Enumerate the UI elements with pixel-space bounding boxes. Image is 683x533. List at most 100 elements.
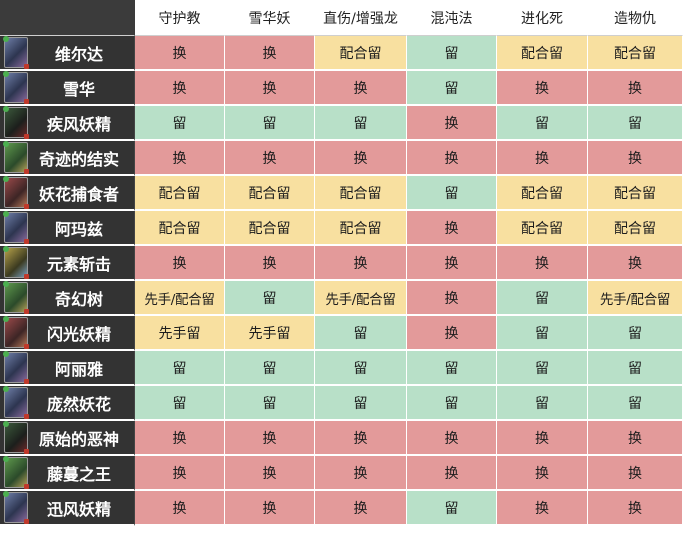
rarity-tag-icon: [24, 204, 29, 209]
rarity-tag-icon: [24, 99, 29, 104]
decision-cell: 留: [407, 351, 497, 386]
decision-cell: 留: [497, 281, 588, 316]
card-art-icon: [3, 281, 29, 314]
decision-cell: 换: [588, 421, 683, 456]
rarity-tag-icon: [24, 449, 29, 454]
card-name: 雪华: [62, 79, 95, 99]
decision-cell: 换: [315, 141, 407, 176]
table-row: 妖花捕食者 配合留 配合留 配合留留配合留 配合留: [0, 176, 683, 211]
decision-cell: 换: [135, 36, 225, 71]
card-name: 奇幻树: [54, 289, 103, 309]
decision-cell: 留: [315, 351, 407, 386]
card-cell: 庞然妖花: [0, 386, 135, 421]
card-name: 庞然妖花: [46, 394, 111, 414]
card-name: 奇迹的结实: [38, 149, 119, 169]
decision-cell: 换: [588, 71, 683, 106]
column-header: 混沌法: [407, 0, 497, 36]
table-row: 维尔达换换配合留留配合留 配合留: [0, 36, 683, 71]
card-cell: 迅风妖精: [0, 491, 135, 526]
rarity-tag-icon: [24, 134, 29, 139]
decision-cell: 换: [407, 316, 497, 351]
table-row: 雪华换换换留换换: [0, 71, 683, 106]
decision-cell: 换: [225, 246, 315, 281]
decision-cell: 配合留: [225, 211, 315, 246]
decision-cell: 换: [315, 421, 407, 456]
card-art-icon: [3, 106, 29, 139]
decision-cell: 配合留: [315, 176, 407, 211]
decision-cell: 留: [315, 316, 407, 351]
decision-cell: 换: [225, 421, 315, 456]
rarity-tag-icon: [24, 344, 29, 349]
rarity-tag-icon: [24, 169, 29, 174]
rarity-tag-icon: [24, 519, 29, 524]
decision-cell: 配合留: [135, 211, 225, 246]
card-name: 迅风妖精: [46, 499, 111, 519]
card-cell: 奇幻树: [0, 281, 135, 316]
cost-gem-icon: [3, 491, 9, 497]
table-row: 疾风妖精留留留换留留: [0, 106, 683, 141]
decision-cell: 留: [225, 281, 315, 316]
table-body: 维尔达换换配合留留配合留 配合留 雪华换换换留换换疾风妖精留留留换留留奇迹的结实换换…: [0, 36, 683, 526]
decision-cell: 换: [135, 491, 225, 526]
decision-cell: 换: [315, 491, 407, 526]
decision-cell: 留: [407, 176, 497, 211]
header-row: 守护教 雪华妖 直伤/增强龙 混沌法 进化死 造物仇: [0, 0, 683, 36]
decision-cell: 留: [225, 386, 315, 421]
card-art-icon: [3, 456, 29, 489]
decision-cell: 留: [225, 106, 315, 141]
table-row: 奇迹的结实换换换换换换: [0, 141, 683, 176]
decision-cell: 换: [497, 141, 588, 176]
decision-cell: 换: [497, 491, 588, 526]
decision-cell: 先手留: [225, 316, 315, 351]
decision-cell: 换: [225, 36, 315, 71]
cost-gem-icon: [3, 351, 9, 357]
card-cell: 疾风妖精: [0, 106, 135, 141]
decision-cell: 换: [588, 491, 683, 526]
decision-cell: 换: [135, 456, 225, 491]
card-cell: 阿丽雅: [0, 351, 135, 386]
decision-cell: 留: [497, 316, 588, 351]
card-cell: 元素斩击: [0, 246, 135, 281]
decision-cell: 留: [588, 386, 683, 421]
card-art-icon: [3, 246, 29, 279]
card-cell: 原始的恶神: [0, 421, 135, 456]
decision-cell: 配合留: [497, 176, 588, 211]
rarity-tag-icon: [24, 274, 29, 279]
table-row: 迅风妖精换换换留换换: [0, 491, 683, 526]
decision-cell: 换: [135, 246, 225, 281]
decision-cell: 留: [497, 106, 588, 141]
card-cell: 闪光妖精: [0, 316, 135, 351]
decision-cell: 换: [407, 141, 497, 176]
decision-cell: 换: [225, 71, 315, 106]
decision-cell: 换: [497, 246, 588, 281]
decision-cell: 先手/配合留: [588, 281, 683, 316]
decision-cell: 留: [497, 351, 588, 386]
decision-cell: 换: [407, 246, 497, 281]
column-header: 进化死: [497, 0, 588, 36]
card-name: 元素斩击: [46, 254, 111, 274]
decision-cell: 配合留: [315, 36, 407, 71]
card-art-icon: [3, 71, 29, 104]
decision-cell: 先手/配合留: [135, 281, 225, 316]
decision-cell: 留: [315, 386, 407, 421]
cost-gem-icon: [3, 281, 9, 287]
cost-gem-icon: [3, 316, 9, 322]
decision-cell: 留: [407, 491, 497, 526]
column-header: 造物仇: [588, 0, 683, 36]
table-row: 藤蔓之王换换换换换换: [0, 456, 683, 491]
decision-cell: 换: [497, 71, 588, 106]
card-art-icon: [3, 36, 29, 69]
card-name: 阿玛兹: [54, 219, 103, 239]
card-art-icon: [3, 141, 29, 174]
decision-cell: 配合留: [497, 211, 588, 246]
column-header: 雪华妖: [225, 0, 315, 36]
cost-gem-icon: [3, 71, 9, 77]
decision-cell: 留: [588, 316, 683, 351]
decision-cell: 换: [225, 491, 315, 526]
table-row: 元素斩击换换换换换换: [0, 246, 683, 281]
rarity-tag-icon: [24, 64, 29, 69]
table-row: 庞然妖花留留留留留留: [0, 386, 683, 421]
rarity-tag-icon: [24, 309, 29, 314]
decision-cell: 配合留: [315, 211, 407, 246]
decision-cell: 换: [407, 106, 497, 141]
